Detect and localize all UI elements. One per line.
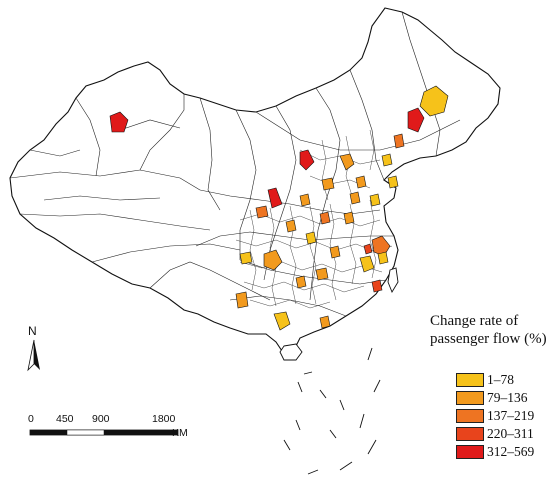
city-region <box>285 219 297 233</box>
city-region <box>371 235 391 257</box>
city-region <box>295 275 307 289</box>
city-region <box>263 249 283 271</box>
scale-tick-label: 900 <box>92 413 110 425</box>
legend-item: 137–219 <box>456 408 534 424</box>
legend-label: 1–78 <box>487 372 514 387</box>
city-region <box>299 149 315 171</box>
country-outline <box>9 7 501 355</box>
city-region <box>305 231 317 245</box>
city-region <box>343 211 355 225</box>
legend-item: 312–569 <box>456 444 534 460</box>
city-region <box>349 191 361 205</box>
city-region <box>267 187 283 209</box>
legend-swatch <box>456 391 484 405</box>
taiwan-island <box>387 267 399 294</box>
scale-tick-label: 450 <box>56 413 74 425</box>
scale-tick-label: 1800 <box>152 413 176 425</box>
legend-label: 79–136 <box>487 390 528 405</box>
city-region <box>239 251 253 265</box>
city-region <box>235 291 249 309</box>
city-region <box>355 175 367 189</box>
city-region <box>407 107 425 133</box>
scale-unit-label: KM <box>172 427 188 439</box>
scale-bar <box>29 429 179 436</box>
scale-tick-label: 0 <box>28 413 34 425</box>
legend-swatch <box>456 427 484 441</box>
highlighted-cities <box>109 85 449 331</box>
city-region <box>369 193 381 207</box>
north-arrow-icon <box>27 339 40 372</box>
city-region <box>315 267 329 281</box>
city-region <box>319 211 331 225</box>
legend-title-line: passenger flow (%) <box>430 331 547 347</box>
city-region <box>371 279 383 293</box>
city-region <box>377 251 389 265</box>
legend-item: 79–136 <box>456 390 528 406</box>
city-region <box>255 205 269 219</box>
city-region <box>319 315 331 329</box>
hainan-island <box>279 343 303 361</box>
legend-swatch <box>456 373 484 387</box>
city-region <box>363 243 373 255</box>
legend-label: 137–219 <box>487 408 535 423</box>
legend-swatch <box>456 445 484 459</box>
city-region <box>419 85 449 117</box>
legend-item: 1–78 <box>456 372 514 388</box>
city-region <box>109 111 129 133</box>
city-region <box>387 175 399 189</box>
city-region <box>381 153 393 167</box>
city-region <box>393 133 405 149</box>
city-region <box>299 193 311 207</box>
legend-title: Change rate of passenger flow (%) <box>430 312 550 348</box>
city-region <box>273 311 291 331</box>
legend-label: 312–569 <box>487 444 535 459</box>
legend-label: 220–311 <box>487 426 534 441</box>
legend-title-line: Change rate of <box>430 313 519 329</box>
legend-swatch <box>456 409 484 423</box>
legend-item: 220–311 <box>456 426 534 442</box>
city-region <box>339 153 355 171</box>
city-region <box>359 255 375 273</box>
north-label: N <box>28 324 37 338</box>
city-region <box>321 177 335 191</box>
city-region <box>329 245 341 259</box>
south-china-sea-islands <box>283 347 381 475</box>
scale-bar-labels: 0 450 900 1800 KM <box>0 413 200 439</box>
